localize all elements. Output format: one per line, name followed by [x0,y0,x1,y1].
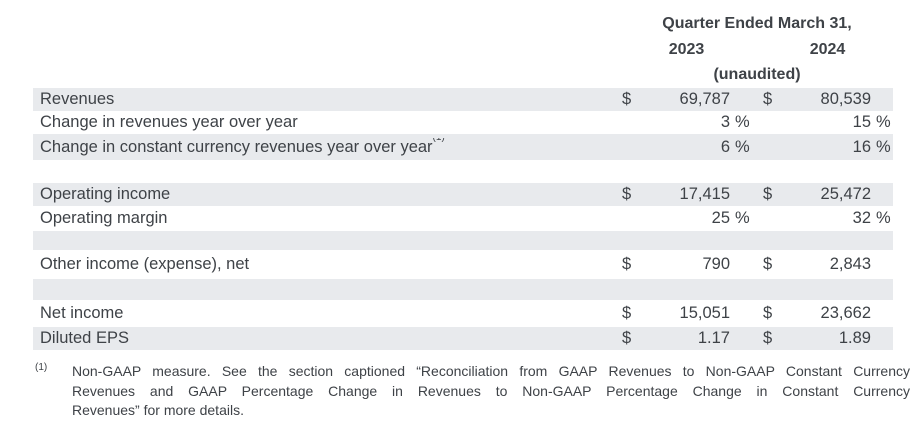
financial-table: Quarter Ended March 31, 2023 2024 (unaud… [33,12,893,350]
percent-sign-2023: % [735,113,750,131]
dollar-sign-2023: $ [622,255,632,273]
table-row: Operating margin 25 % 32 % [33,206,893,231]
dollar-sign-2024: $ [763,304,773,322]
percent-sign-2024: % [876,209,891,227]
row-label: Change in revenues year over year [40,113,298,131]
row-label: Change in constant currency revenues yea… [33,138,621,157]
value-2024: 25,472 [820,185,871,203]
table-header-row-years: 2023 2024 [33,40,893,66]
value-2024: 23,662 [820,304,871,322]
footnote-reference: (1) [432,137,445,143]
table-spacer-row [33,279,893,300]
table-body: Revenues $ 69,787 $ 80,539 Change in rev… [33,88,893,350]
footnote-text: Non-GAAP measure. See the section captio… [72,362,910,421]
value-2024: 32 [852,209,871,227]
value-2024: 1.89 [838,329,871,347]
percent-sign-2023: % [735,137,750,156]
row-label: Other income (expense), net [40,255,250,273]
dollar-sign-2023: $ [622,185,632,203]
footnote-line: Non-GAAP measure. See the section captio… [72,363,910,379]
value-2023: 25 [711,209,730,227]
table-spacer-row [33,231,893,250]
value-2023: 3 [720,113,730,131]
column-header-2024: 2024 [809,41,846,58]
footnote-marker: (1) [35,362,48,373]
value-2023: 1.17 [697,329,730,347]
dollar-sign-2024: $ [763,185,773,203]
footnote-line: Revenues” for more details. [72,402,244,418]
value-2023: 69,787 [679,90,730,108]
table-spacer-row [33,160,893,183]
table-row: Revenues $ 69,787 $ 80,539 [33,88,893,111]
value-2024: 2,843 [829,255,871,273]
table-header-title: Quarter Ended March 31, [662,15,852,32]
footnote-line: Revenues and GAAP Percentage Change in R… [72,382,910,399]
percent-sign-2024: % [876,113,891,131]
table-row: Diluted EPS $ 1.17 $ 1.89 [33,327,893,350]
percent-sign-2024: % [876,137,891,156]
percent-sign-2023: % [735,209,750,227]
value-2024: 16 [852,137,871,156]
table-row: Operating income $ 17,415 $ 25,472 [33,183,893,206]
value-2024: 80,539 [820,90,871,108]
dollar-sign-2023: $ [622,304,632,322]
dollar-sign-2023: $ [622,90,632,108]
value-2023: 790 [702,255,730,273]
dollar-sign-2024: $ [763,90,773,108]
footnote: (1) Non-GAAP measure. See the section ca… [35,362,915,421]
row-label: Net income [40,304,124,322]
dollar-sign-2024: $ [763,329,773,347]
dollar-sign-2023: $ [622,329,632,347]
table-row: Change in constant currency revenues yea… [33,134,893,160]
table-row: Other income (expense), net $ 790 $ 2,84… [33,250,893,279]
column-header-2023: 2023 [668,41,705,58]
value-2023: 17,415 [679,185,730,203]
row-label: Revenues [40,90,115,108]
table-header-row-unaudited: (unaudited) [33,66,893,88]
value-2023: 6 [720,137,730,156]
row-label: Diluted EPS [40,329,129,347]
dollar-sign-2024: $ [763,255,773,273]
table-header-row-title: Quarter Ended March 31, [33,12,893,40]
row-label: Operating margin [40,209,168,227]
value-2024: 15 [852,113,871,131]
table-row: Change in revenues year over year 3 % 15… [33,111,893,134]
value-2023: 15,051 [679,304,730,322]
table-row: Net income $ 15,051 $ 23,662 [33,300,893,327]
table-header-unaudited: (unaudited) [713,66,801,83]
row-label: Operating income [40,185,171,203]
